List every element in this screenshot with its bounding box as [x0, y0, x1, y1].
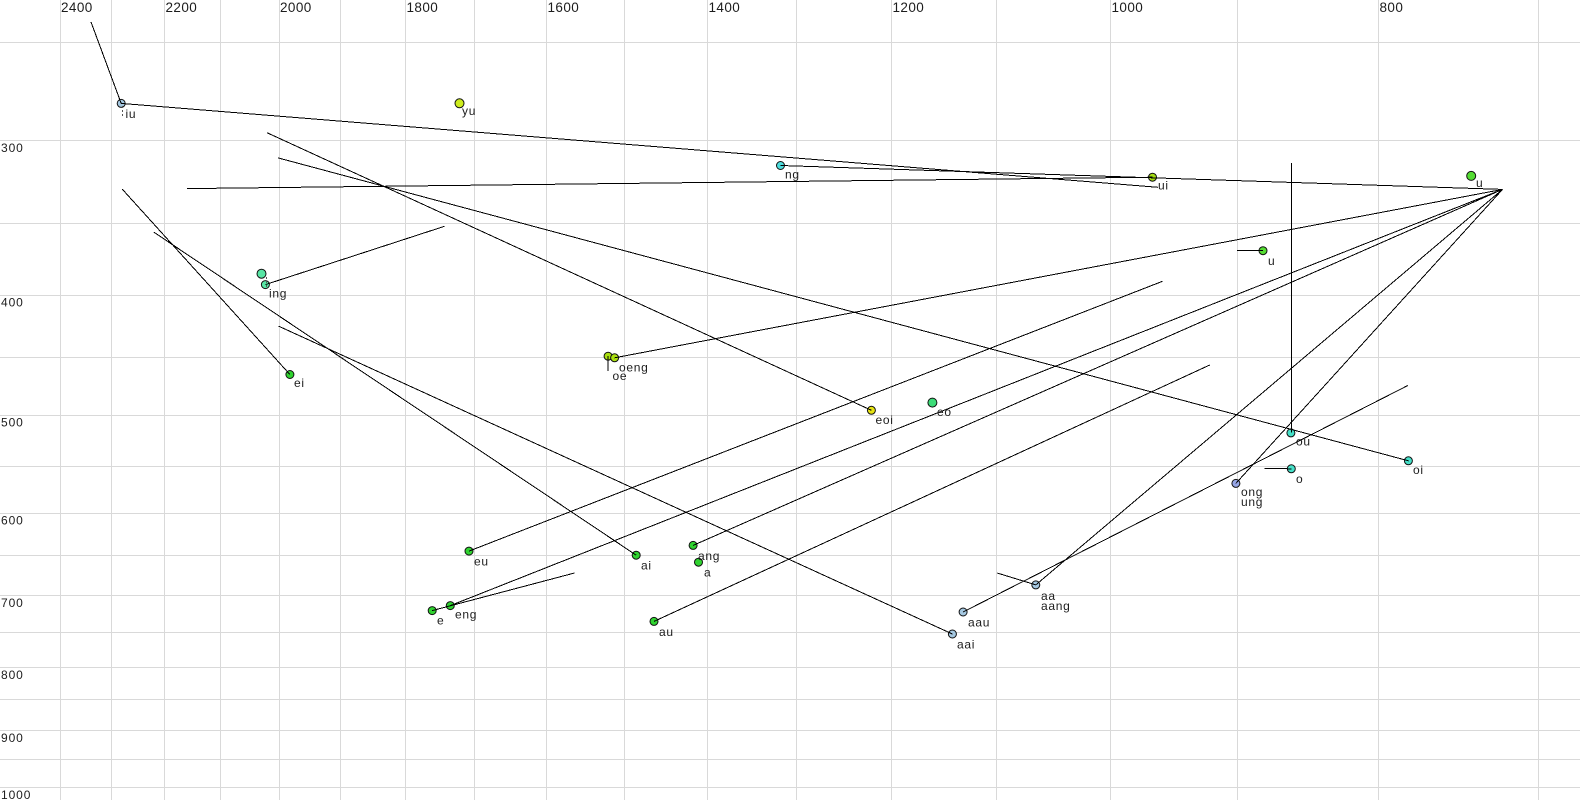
svg-text:o: o [1296, 472, 1303, 486]
svg-text:ong: ong [1241, 485, 1263, 499]
svg-text:700: 700 [1, 596, 24, 610]
svg-text:2400: 2400 [61, 0, 93, 15]
svg-text:eu: eu [474, 555, 489, 569]
svg-text:800: 800 [1380, 0, 1404, 15]
svg-text:ung: ung [1241, 495, 1263, 509]
svg-text:300: 300 [1, 141, 24, 155]
svg-text:1600: 1600 [548, 0, 580, 15]
svg-text:1000: 1000 [1, 788, 31, 800]
svg-text:eng: eng [455, 608, 477, 622]
svg-text:900: 900 [1, 731, 24, 745]
svg-text:ng: ng [785, 168, 800, 182]
svg-text:oeng: oeng [619, 361, 649, 375]
svg-text:u: u [1476, 176, 1483, 190]
svg-text:eoi: eoi [876, 413, 894, 427]
svg-text:800: 800 [1, 668, 24, 682]
svg-text:u: u [1268, 254, 1275, 268]
svg-text:ing: ing [269, 286, 287, 300]
svg-text:2000: 2000 [280, 0, 312, 15]
svg-text:oe: oe [613, 369, 628, 383]
svg-text:2200: 2200 [166, 0, 198, 15]
svg-text:ou: ou [1296, 434, 1311, 448]
svg-text:ei: ei [294, 376, 305, 390]
svg-text:1200: 1200 [893, 0, 925, 15]
svg-text:a: a [704, 566, 711, 580]
svg-text:aai: aai [957, 638, 975, 652]
svg-text:1000: 1000 [1112, 0, 1144, 15]
svg-text:aang: aang [1041, 599, 1071, 613]
svg-text:eo: eo [937, 405, 952, 419]
svg-text:600: 600 [1, 514, 24, 528]
svg-text:500: 500 [1, 416, 24, 430]
svg-text:ui: ui [1158, 179, 1169, 193]
svg-text:aau: aau [968, 616, 990, 630]
svg-text:yu: yu [462, 104, 476, 118]
svg-text:400: 400 [1, 296, 24, 310]
svg-text:au: au [659, 625, 674, 639]
svg-text:1400: 1400 [709, 0, 741, 15]
svg-text:1800: 1800 [407, 0, 439, 15]
svg-text:ai: ai [641, 559, 652, 573]
svg-text:ang: ang [698, 549, 720, 563]
svg-text:e: e [437, 613, 444, 627]
svg-text:aa: aa [1041, 589, 1056, 603]
svg-text:oi: oi [1413, 463, 1424, 477]
svg-text:iu: iu [126, 107, 137, 121]
